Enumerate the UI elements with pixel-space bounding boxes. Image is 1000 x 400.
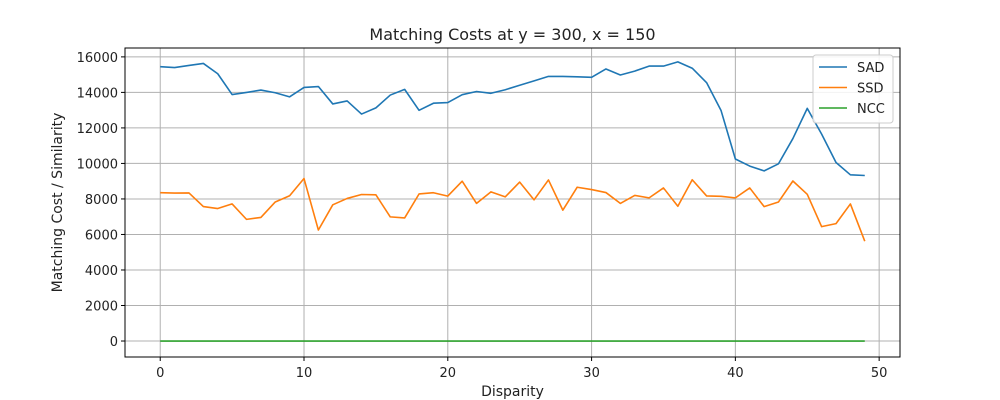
grid xyxy=(125,48,900,357)
legend-label-sad: SAD xyxy=(857,61,884,76)
plot-frame xyxy=(124,47,901,358)
x-tick-label: 50 xyxy=(871,366,888,381)
y-tick-label: 6000 xyxy=(85,228,118,243)
y-tick-label: 12000 xyxy=(77,122,118,137)
y-axis: 0 2000 4000 6000 8000 10000 12000 14000 16000 xyxy=(77,51,125,350)
y-tick-label: 14000 xyxy=(77,86,118,101)
legend: SAD SSD NCC xyxy=(812,54,894,124)
y-tick-label: 2000 xyxy=(85,300,118,315)
x-tick-label: 20 xyxy=(440,366,457,381)
x-tick-label: 30 xyxy=(583,366,600,381)
x-axis-label: Disparity xyxy=(481,384,544,400)
x-tick-label: 40 xyxy=(727,366,744,381)
chart-title: Matching Costs at y = 300, x = 150 xyxy=(369,25,655,44)
plot-lines xyxy=(160,61,866,342)
y-tick-label: 10000 xyxy=(77,157,118,172)
x-tick-label: 0 xyxy=(156,366,164,381)
x-axis: 0 10 20 30 40 50 xyxy=(156,357,887,381)
series-line-ssd xyxy=(160,177,866,242)
legend-box xyxy=(812,54,894,124)
y-tick-label: 8000 xyxy=(85,193,118,208)
y-axis-label: Matching Cost / Similarity xyxy=(50,113,66,293)
x-tick-label: 10 xyxy=(296,366,313,381)
y-tick-label: 4000 xyxy=(85,264,118,279)
legend-label-ncc: NCC xyxy=(857,102,885,117)
series-line-sad xyxy=(160,61,865,177)
y-tick-label: 0 xyxy=(110,335,118,350)
y-tick-label: 16000 xyxy=(77,51,118,66)
legend-label-ssd: SSD xyxy=(857,82,884,97)
